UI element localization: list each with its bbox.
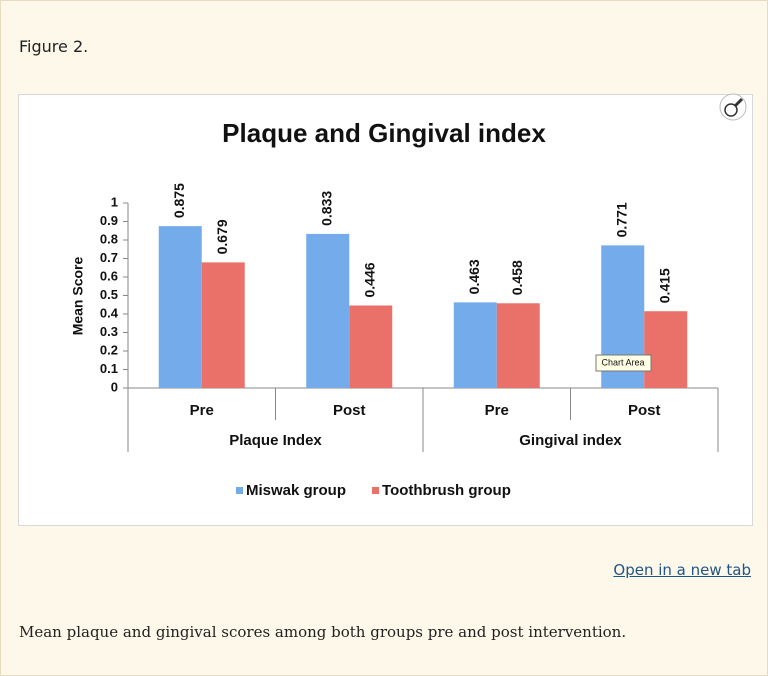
data-label: 0.679 bbox=[214, 219, 230, 254]
figure-label: Figure 2. bbox=[19, 37, 89, 56]
chart-title: Plaque and Gingival index bbox=[222, 118, 546, 148]
group-label: Gingival index bbox=[519, 432, 622, 449]
x-tick-label: Post bbox=[628, 402, 661, 419]
data-label: 0.446 bbox=[361, 262, 377, 297]
open-link[interactable]: Open in a new tab bbox=[613, 561, 751, 579]
x-tick-label: Pre bbox=[485, 402, 509, 419]
data-label: 0.771 bbox=[613, 202, 629, 237]
y-tick-label: 0.9 bbox=[100, 213, 118, 228]
bar bbox=[496, 303, 540, 388]
zoom-glass bbox=[724, 103, 738, 117]
zoom-handle bbox=[733, 97, 744, 108]
data-label: 0.415 bbox=[656, 268, 672, 303]
y-tick-label: 0.2 bbox=[100, 342, 118, 357]
legend-marker bbox=[372, 487, 380, 494]
data-label: 0.463 bbox=[466, 259, 482, 294]
y-tick-label: 1 bbox=[111, 194, 118, 209]
legend-label: Toothbrush group bbox=[382, 482, 511, 499]
caption: Mean plaque and gingival scores among bo… bbox=[19, 623, 627, 641]
y-tick-label: 0.7 bbox=[100, 250, 118, 265]
y-axis-label: Mean Score bbox=[70, 256, 86, 335]
bar bbox=[306, 233, 350, 388]
tooltip-box bbox=[595, 354, 652, 372]
y-tick-label: 0.3 bbox=[100, 324, 118, 339]
bar bbox=[349, 305, 393, 388]
y-tick-label: 0.6 bbox=[100, 268, 118, 283]
x-tick-label: Post bbox=[333, 402, 366, 419]
bar bbox=[644, 311, 688, 388]
legend-label: Miswak group bbox=[246, 482, 346, 499]
bar bbox=[453, 302, 497, 388]
group-label: Plaque Index bbox=[229, 432, 322, 449]
data-label: 0.875 bbox=[171, 183, 187, 218]
legend-marker bbox=[236, 487, 243, 494]
y-tick-label: 0 bbox=[111, 379, 118, 394]
data-label: 0.833 bbox=[318, 191, 334, 226]
tooltip: Chart Area bbox=[601, 357, 644, 367]
bar bbox=[158, 226, 202, 388]
y-tick-label: 0.8 bbox=[100, 231, 118, 246]
x-tick-label: Pre bbox=[190, 402, 214, 419]
y-tick-label: 0.4 bbox=[100, 305, 119, 320]
y-tick-label: 0.1 bbox=[100, 361, 118, 376]
bar bbox=[201, 262, 245, 388]
data-label: 0.458 bbox=[509, 260, 525, 295]
y-tick-label: 0.5 bbox=[100, 287, 118, 302]
